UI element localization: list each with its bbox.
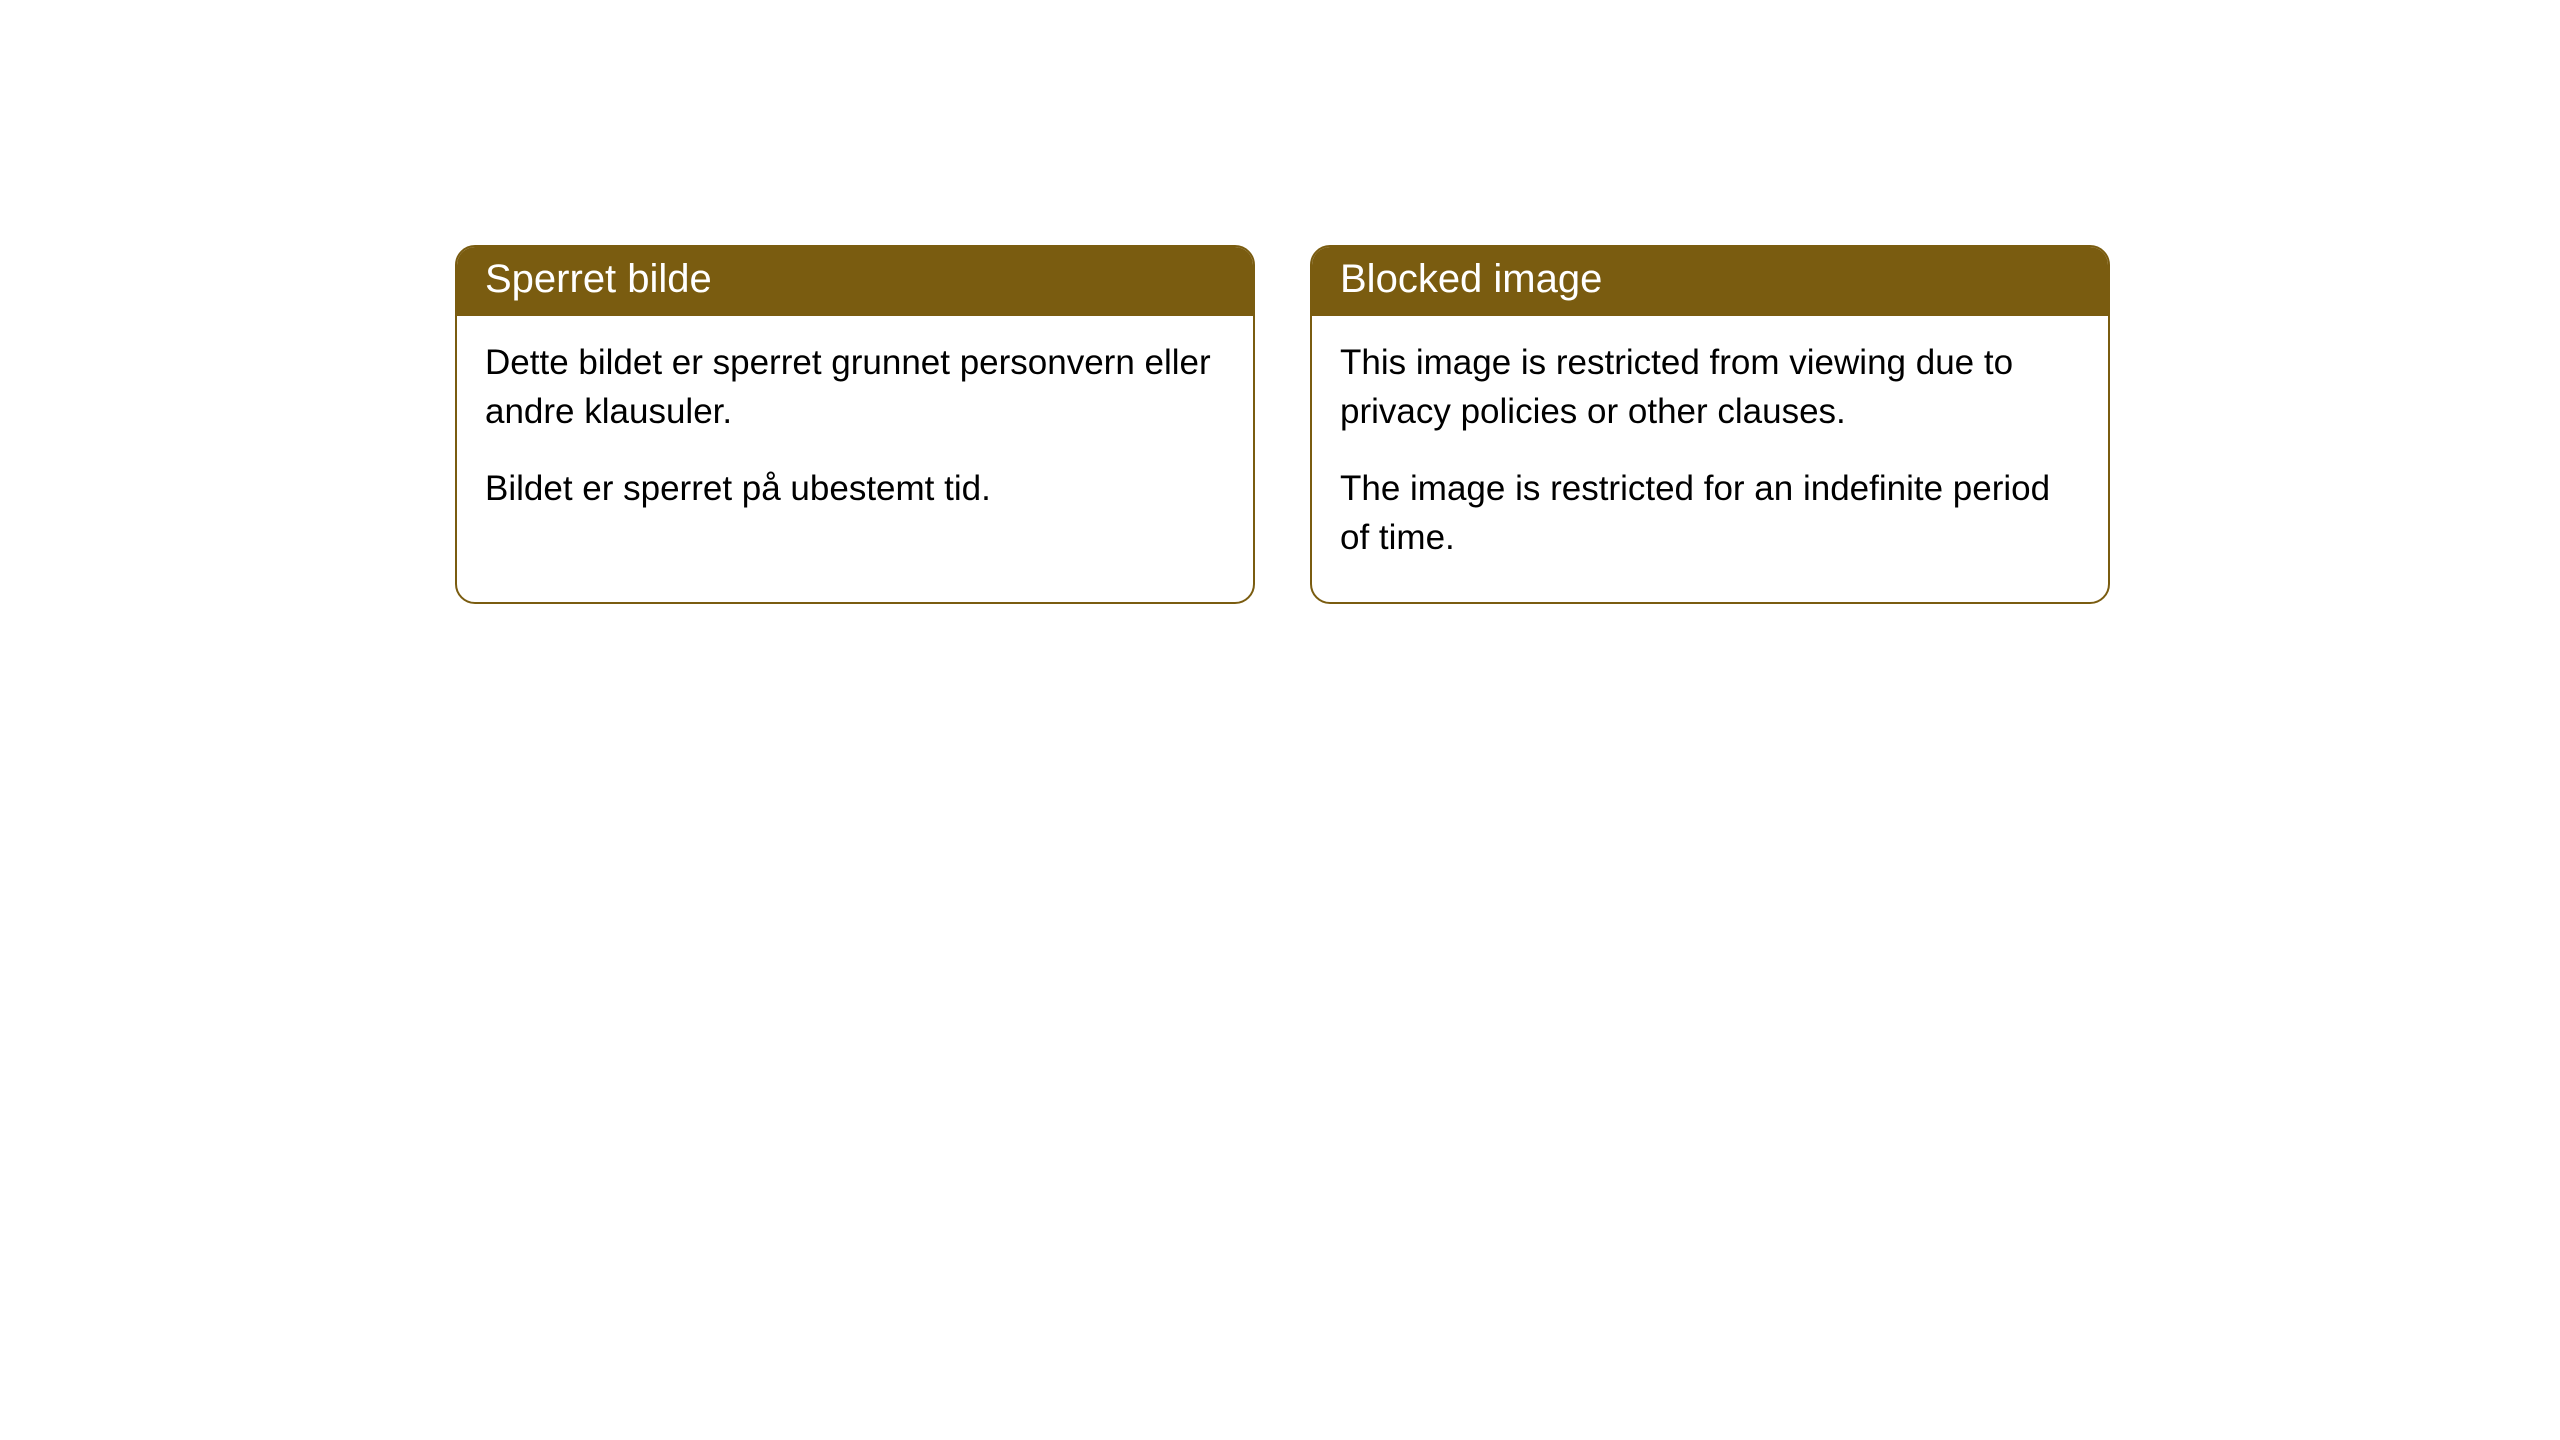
card-title: Sperret bilde bbox=[485, 257, 712, 301]
card-paragraph: This image is restricted from viewing du… bbox=[1340, 338, 2080, 436]
card-paragraph: Bildet er sperret på ubestemt tid. bbox=[485, 464, 1225, 513]
card-norwegian: Sperret bilde Dette bildet er sperret gr… bbox=[455, 245, 1255, 604]
card-paragraph: Dette bildet er sperret grunnet personve… bbox=[485, 338, 1225, 436]
card-body-norwegian: Dette bildet er sperret grunnet personve… bbox=[457, 316, 1253, 553]
cards-container: Sperret bilde Dette bildet er sperret gr… bbox=[0, 0, 2560, 604]
card-title: Blocked image bbox=[1340, 257, 1602, 301]
card-paragraph: The image is restricted for an indefinit… bbox=[1340, 464, 2080, 562]
card-header-english: Blocked image bbox=[1312, 247, 2108, 316]
card-english: Blocked image This image is restricted f… bbox=[1310, 245, 2110, 604]
card-header-norwegian: Sperret bilde bbox=[457, 247, 1253, 316]
card-body-english: This image is restricted from viewing du… bbox=[1312, 316, 2108, 602]
